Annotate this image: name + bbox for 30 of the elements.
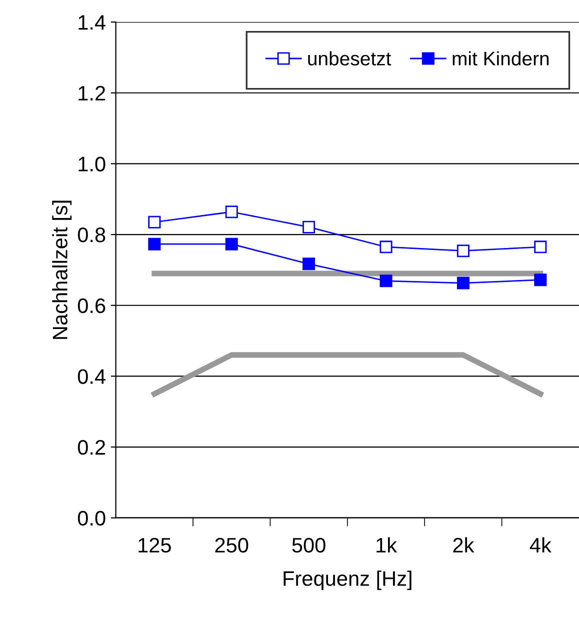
x-tick-label: 1k	[376, 537, 398, 552]
point	[534, 240, 547, 254]
point	[225, 238, 238, 250]
x-tick-label: 2k	[453, 537, 474, 552]
y-tick-label: 0.0	[78, 510, 106, 526]
point	[534, 274, 547, 286]
y-tick-label: 0.4	[78, 369, 106, 384]
point	[456, 276, 470, 290]
y-axis-title: Nachhallzeit [s]	[52, 200, 72, 339]
y-tick-label: 1.2	[78, 86, 106, 100]
point	[380, 240, 392, 254]
y-tick-label: 1.4	[78, 15, 106, 30]
x-tick-label: 4k	[530, 537, 552, 552]
point	[225, 206, 238, 218]
legend-label: unbesetzt	[308, 51, 392, 66]
y-tick-label: 0.8	[78, 228, 106, 242]
x-axis-title: Frequenz [Hz]	[284, 570, 412, 590]
point	[380, 274, 392, 288]
x-tick-label: 500	[292, 538, 326, 553]
point	[148, 216, 161, 228]
y-tick-label: 0.6	[78, 298, 106, 314]
point	[148, 238, 161, 250]
x-tick-label: 250	[215, 538, 248, 553]
point	[302, 258, 316, 270]
y-tick-label: 0.2	[78, 440, 106, 455]
x-tick-label: 125	[138, 538, 171, 553]
point	[456, 244, 470, 258]
point	[302, 220, 316, 234]
legend-label: mit Kindern	[452, 51, 549, 66]
y-tick-label: 1.0	[78, 156, 106, 172]
